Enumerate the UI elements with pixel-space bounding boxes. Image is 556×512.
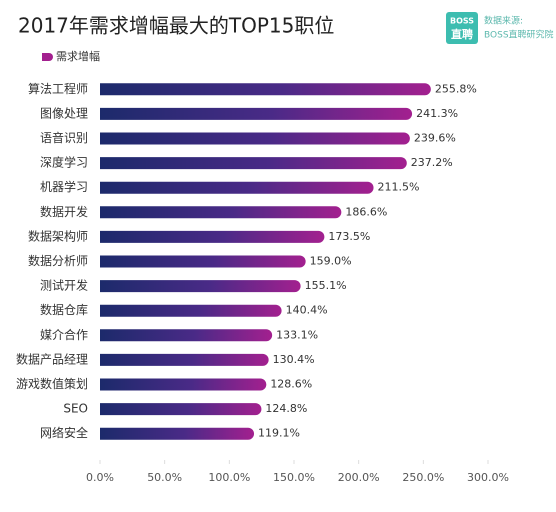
chart-title: 2017年需求增幅最大的TOP15职位 <box>18 14 334 38</box>
bar <box>100 329 273 342</box>
value-label: 159.0% <box>310 255 352 268</box>
y-tick-label: 数据架构师 <box>28 228 88 243</box>
x-tick-label: 150.0% <box>273 471 315 484</box>
logo-box <box>446 12 478 44</box>
bar <box>100 304 282 317</box>
y-tick-label: 数据开发 <box>40 204 88 219</box>
x-tick-label: 50.0% <box>147 471 182 484</box>
source-text: BOSS直聘研究院 <box>484 29 554 41</box>
value-label: 241.3% <box>416 107 458 120</box>
value-label: 130.4% <box>273 353 315 366</box>
logo-text: BOSS <box>450 17 474 26</box>
y-tick-label: 算法工程师 <box>28 81 88 96</box>
y-tick-label: SEO <box>63 402 88 416</box>
x-tick-label: 0.0% <box>86 471 114 484</box>
x-tick-label: 250.0% <box>402 471 444 484</box>
value-label: 119.1% <box>258 427 300 440</box>
bar <box>100 157 407 170</box>
value-label: 237.2% <box>411 156 453 169</box>
source-text: 数据来源: <box>484 15 523 27</box>
y-tick-label: 游戏数值策划 <box>16 376 88 391</box>
value-label: 155.1% <box>305 279 347 292</box>
x-tick-label: 300.0% <box>467 471 509 484</box>
x-tick-label: 200.0% <box>338 471 380 484</box>
bar <box>100 181 374 194</box>
bar <box>100 353 269 366</box>
value-label: 133.1% <box>276 328 318 341</box>
legend-swatch <box>42 53 53 61</box>
y-tick-label: 媒介合作 <box>40 327 88 342</box>
bar <box>100 403 262 416</box>
value-label: 173.5% <box>328 230 370 243</box>
y-tick-label: 网络安全 <box>40 425 88 440</box>
bar <box>100 378 267 391</box>
y-tick-label: 数据仓库 <box>40 302 88 317</box>
value-label: 124.8% <box>265 402 307 415</box>
value-label: 211.5% <box>378 181 420 194</box>
bar <box>100 255 306 268</box>
value-label: 128.6% <box>270 378 312 391</box>
bar <box>100 230 325 243</box>
y-tick-label: 机器学习 <box>40 179 88 194</box>
value-label: 140.4% <box>286 304 328 317</box>
bar <box>100 206 342 219</box>
y-tick-label: 数据产品经理 <box>16 351 88 366</box>
logo-text: 直聘 <box>451 27 473 41</box>
y-tick-label: 数据分析师 <box>28 253 88 268</box>
y-tick-label: 测试开发 <box>40 278 88 293</box>
bar <box>100 107 413 120</box>
y-tick-label: 图像处理 <box>40 106 88 120</box>
y-tick-label: 深度学习 <box>40 155 88 170</box>
y-tick-label: 语音识别 <box>40 130 88 145</box>
bar <box>100 83 431 96</box>
value-label: 186.6% <box>345 205 387 218</box>
legend-label: 需求增幅 <box>56 49 100 63</box>
value-label: 255.8% <box>435 82 477 95</box>
bar <box>100 280 301 293</box>
value-label: 239.6% <box>414 132 456 145</box>
x-tick-label: 100.0% <box>208 471 250 484</box>
bar <box>100 427 255 440</box>
bar <box>100 132 410 145</box>
